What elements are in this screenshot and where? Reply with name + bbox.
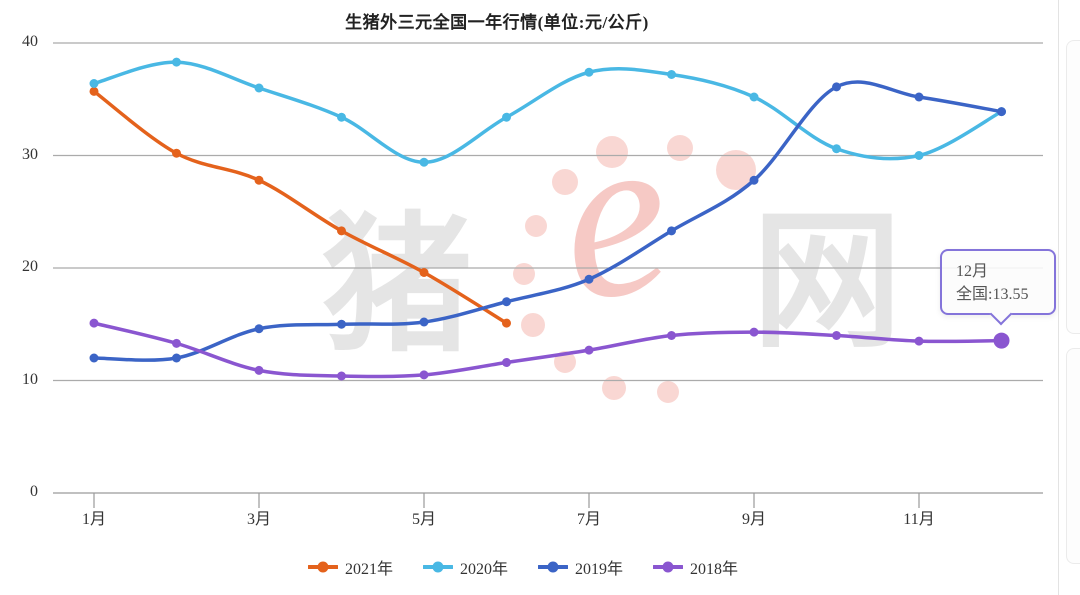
- point-2018-m4[interactable]: [337, 371, 346, 381]
- legend-marker-icon: [422, 561, 453, 573]
- point-2021-m6[interactable]: [502, 318, 511, 328]
- point-2018-m8[interactable]: [667, 331, 676, 340]
- point-2018-m10[interactable]: [832, 331, 841, 340]
- x-axis-label-5: 5月: [411, 511, 437, 528]
- x-axis-label-7: 7月: [576, 511, 602, 528]
- legend-marker-icon: [653, 561, 684, 573]
- legend-label: 2018年: [690, 561, 739, 578]
- x-axis-label-9: 9月: [741, 511, 767, 528]
- legend-item-2020[interactable]: 2020年: [422, 555, 508, 579]
- y-axis-label-20: 20: [22, 258, 38, 275]
- point-2020-m11[interactable]: [914, 151, 924, 160]
- point-2020-m8[interactable]: [667, 70, 676, 79]
- point-2021-m1[interactable]: [89, 86, 99, 96]
- line-2021: [92, 89, 509, 325]
- point-2020-m7[interactable]: [584, 67, 594, 77]
- point-2018-m11[interactable]: [914, 336, 924, 346]
- legend-label: 2020年: [459, 561, 508, 578]
- tooltip-month: 12月: [956, 263, 989, 280]
- point-2019-m1[interactable]: [89, 353, 99, 363]
- point-2020-m1[interactable]: [89, 79, 99, 88]
- legend-item-2021[interactable]: 2021年: [307, 555, 393, 579]
- point-2020-m4[interactable]: [337, 112, 346, 122]
- point-2020-m10[interactable]: [832, 144, 841, 154]
- point-2018-m1[interactable]: [89, 318, 99, 328]
- legend: 2021年 2020年 2019年 2018年: [307, 555, 738, 579]
- point-2019-m11[interactable]: [914, 92, 924, 102]
- point-2021-m4[interactable]: [337, 226, 346, 236]
- side-card-bottom: [1066, 348, 1080, 564]
- point-2018-m3[interactable]: [254, 365, 264, 375]
- legend-item-2019[interactable]: 2019年: [538, 555, 623, 579]
- legend-item-2018[interactable]: 2018年: [653, 555, 738, 579]
- point-2020-m5[interactable]: [419, 157, 429, 167]
- y-axis-label-0: 0: [30, 483, 38, 500]
- tooltip-value: 全国:13.55: [956, 286, 1029, 304]
- page-divider-line: [1058, 0, 1059, 595]
- point-2018-m5[interactable]: [419, 370, 429, 380]
- point-2019-m6[interactable]: [502, 297, 511, 307]
- side-card-top: [1066, 40, 1080, 334]
- point-2019-m9[interactable]: [749, 175, 759, 185]
- point-2018-m12[interactable]: [993, 332, 1010, 349]
- point-2021-m3[interactable]: [254, 175, 264, 185]
- point-2019-m5[interactable]: [419, 317, 429, 327]
- point-2019-m8[interactable]: [667, 226, 676, 236]
- page-title: 生猪外三元全国一年行情(单位:元/公斤): [345, 13, 649, 32]
- point-2019-m10[interactable]: [832, 82, 841, 92]
- point-2018-m9[interactable]: [749, 327, 759, 337]
- line-2019: [92, 80, 1004, 362]
- x-axis-label-11: 11月: [903, 511, 935, 528]
- point-2019-m4[interactable]: [337, 319, 346, 329]
- legend-label: 2019年: [575, 561, 624, 578]
- tooltip: 12月 全国:13.55: [940, 249, 1056, 326]
- point-2019-m3[interactable]: [254, 324, 264, 334]
- legend-marker-icon: [538, 561, 568, 573]
- point-2020-m2[interactable]: [172, 57, 181, 67]
- y-axis-label-30: 30: [22, 145, 38, 163]
- line-2018: [92, 321, 1004, 379]
- legend-marker-icon: [307, 561, 338, 573]
- point-2021-m5[interactable]: [419, 268, 429, 277]
- y-axis-label-10: 10: [22, 370, 38, 388]
- legend-label: 2021年: [344, 561, 393, 578]
- point-2021-m2[interactable]: [172, 148, 181, 158]
- point-2020-m9[interactable]: [749, 92, 759, 102]
- x-axis-label-3: 3月: [246, 511, 272, 528]
- point-2019-m12[interactable]: [997, 107, 1006, 117]
- x-axis-label-1: 1月: [81, 511, 107, 528]
- line-2020: [92, 60, 1004, 165]
- point-2018-m6[interactable]: [502, 358, 511, 367]
- point-2020-m3[interactable]: [254, 83, 264, 93]
- point-2020-m6[interactable]: [502, 112, 511, 122]
- point-2019-m2[interactable]: [172, 353, 181, 363]
- point-2018-m2[interactable]: [172, 338, 181, 348]
- y-axis-label-40: 40: [22, 33, 38, 50]
- point-2019-m7[interactable]: [584, 274, 594, 284]
- point-2018-m7[interactable]: [584, 345, 594, 355]
